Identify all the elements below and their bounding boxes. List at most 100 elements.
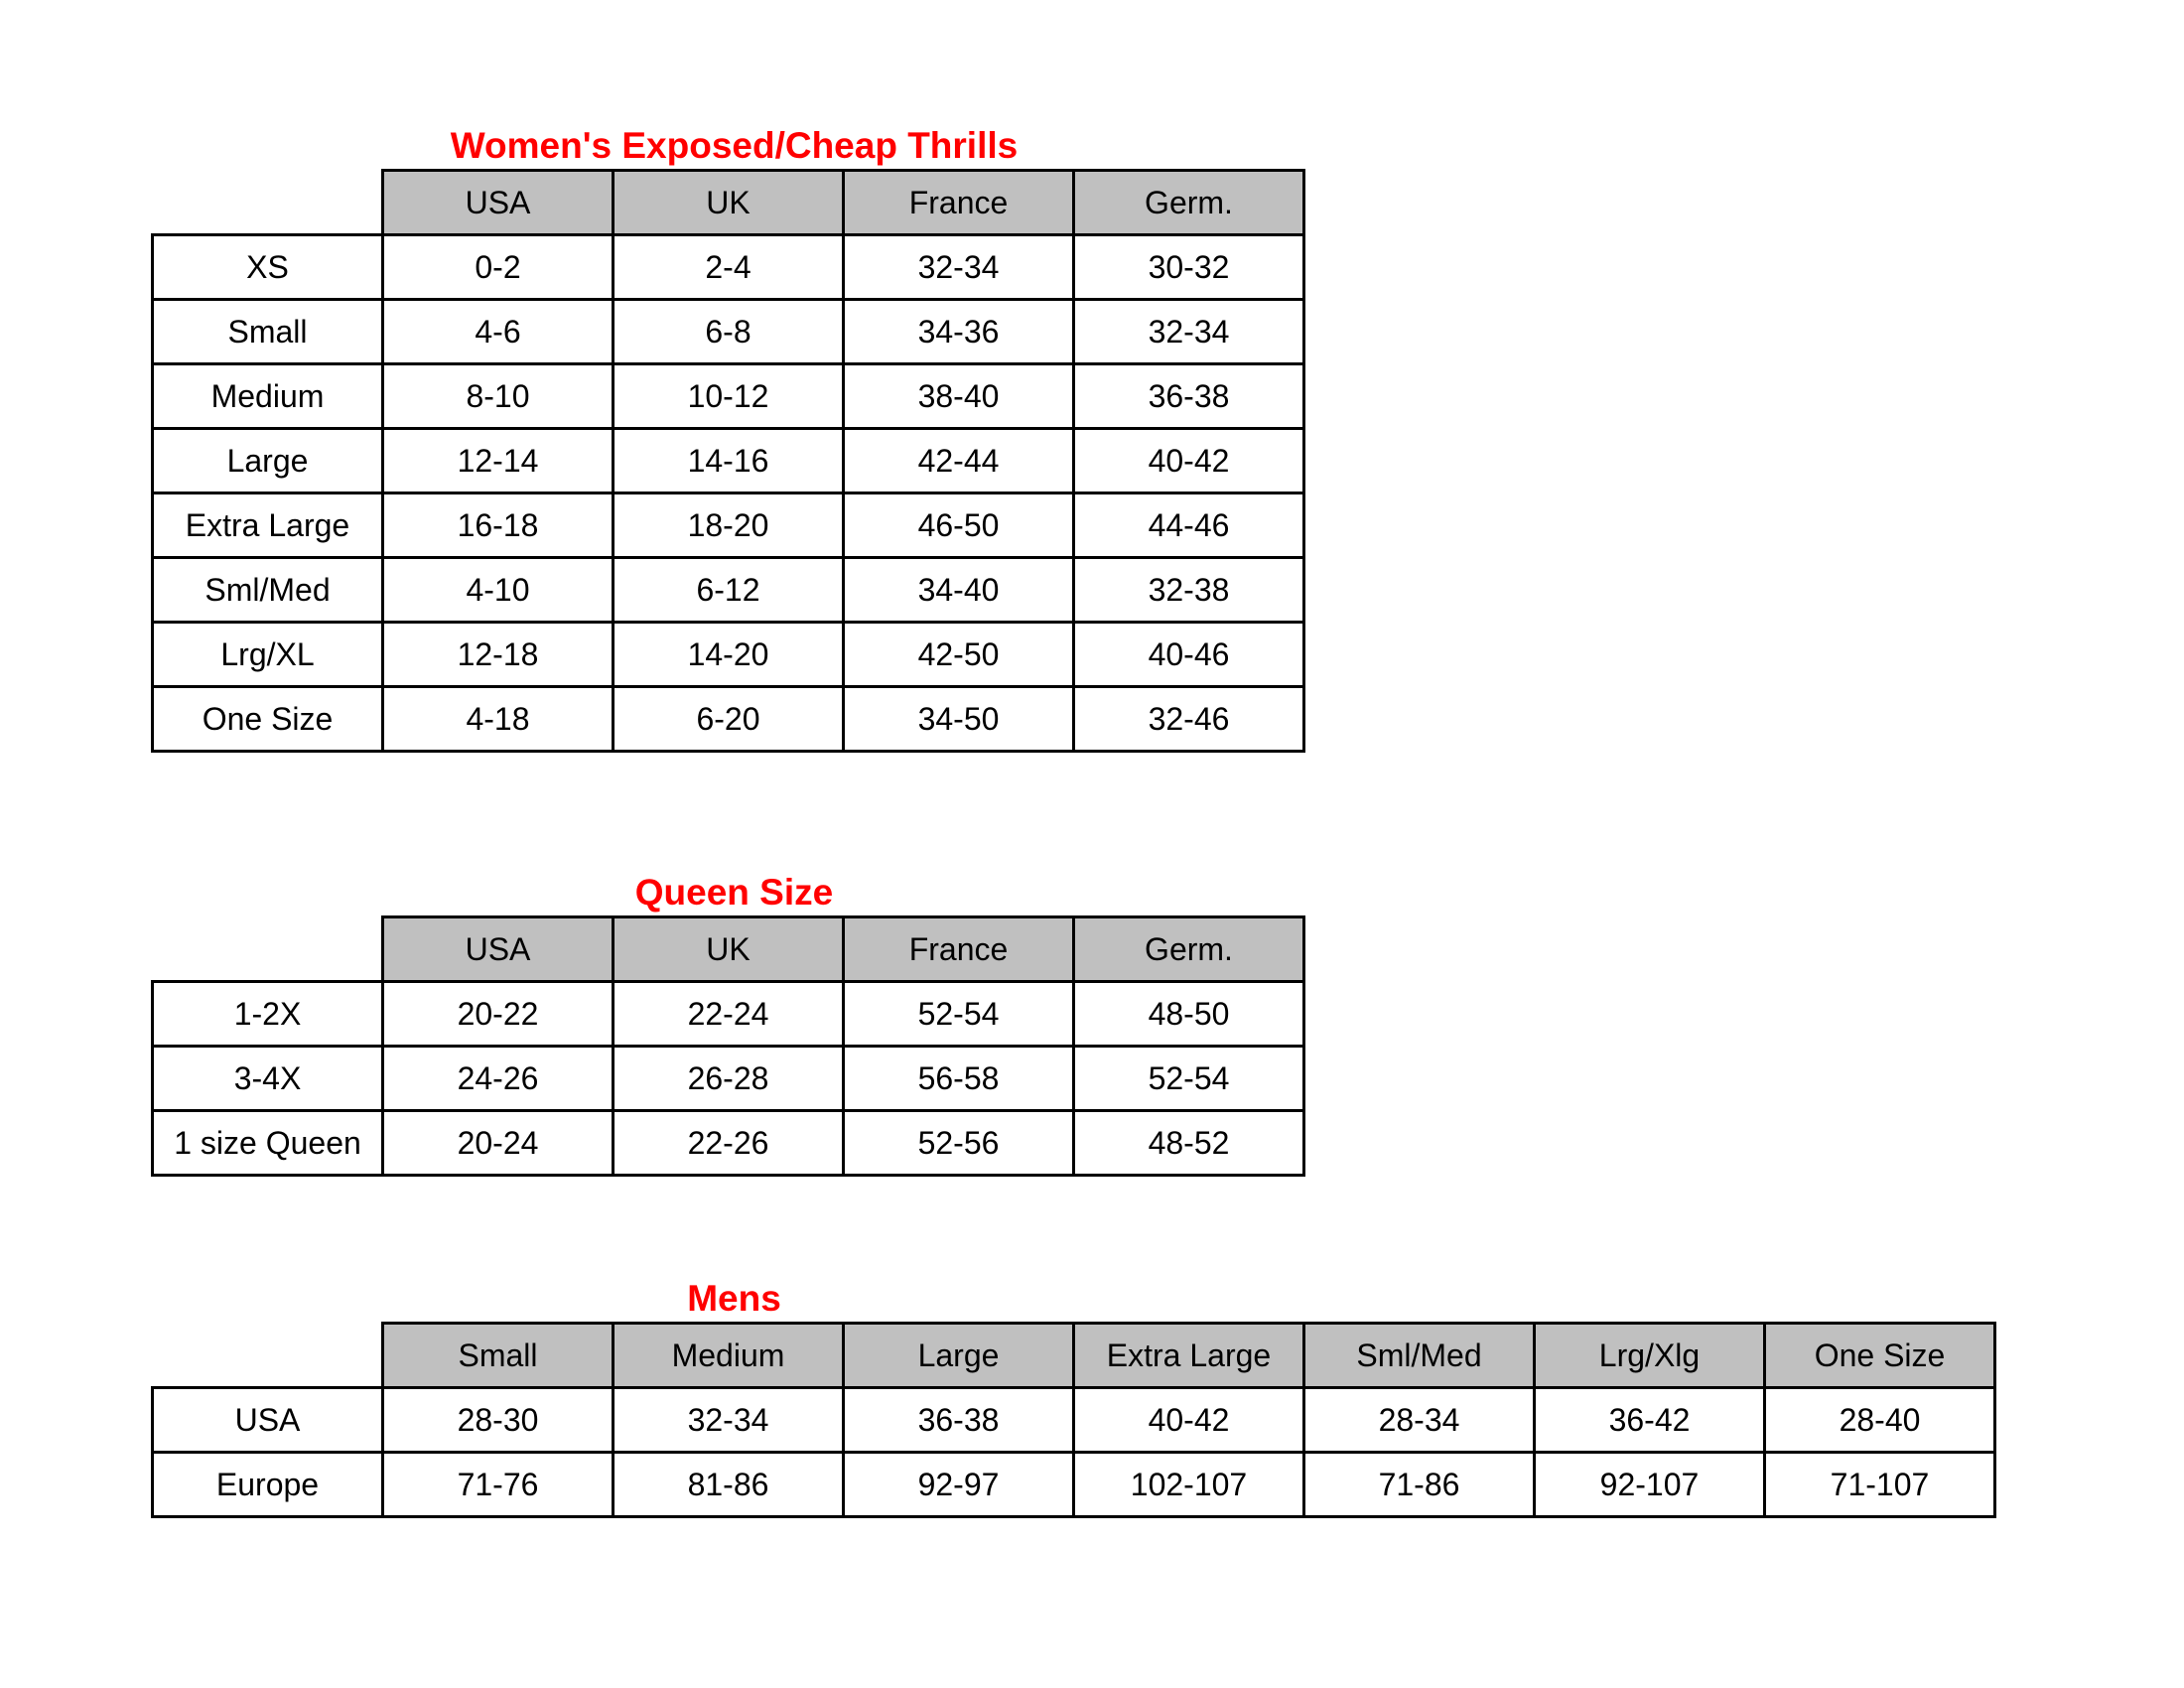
column-header: France xyxy=(842,169,1075,236)
mens-size-table: Small Medium Large Extra Large Sml/Med Lrg/Xl… xyxy=(151,1322,1996,1518)
row-label: USA xyxy=(151,1386,384,1454)
womens-size-table: USA UK France Germ. XS 0-2 2-4 32-34 30-32 Small 4… xyxy=(151,169,1305,753)
table-cell: 4-10 xyxy=(381,556,614,624)
table-cell: 6-20 xyxy=(612,685,845,753)
table-row: 1 size Queen 20-24 22-26 52-56 48-52 xyxy=(151,1109,1305,1177)
table-cell: 102-107 xyxy=(1072,1451,1305,1518)
table-cell: 81-86 xyxy=(612,1451,845,1518)
table-row: USA 28-30 32-34 36-38 40-42 28-34 36-42 28-40 xyxy=(151,1386,1996,1454)
table-row: XS 0-2 2-4 32-34 30-32 xyxy=(151,233,1305,301)
column-header: Germ. xyxy=(1072,915,1305,983)
queen-size-table: USA UK France Germ. 1-2X 20-22 22-24 52-54 48-50… xyxy=(151,915,1305,1177)
column-header: Extra Large xyxy=(1072,1322,1305,1389)
table-cell: 28-34 xyxy=(1302,1386,1536,1454)
table-cell: 32-46 xyxy=(1072,685,1305,753)
table-cell: 56-58 xyxy=(842,1045,1075,1112)
table-cell: 48-52 xyxy=(1072,1109,1305,1177)
column-header: France xyxy=(842,915,1075,983)
table-cell: 10-12 xyxy=(612,362,845,430)
table-cell: 34-36 xyxy=(842,298,1075,365)
table-cell: 24-26 xyxy=(381,1045,614,1112)
table-cell: 42-50 xyxy=(842,621,1075,688)
table-cell: 52-54 xyxy=(842,980,1075,1048)
corner-cell xyxy=(152,1323,383,1389)
row-label: Extra Large xyxy=(151,492,384,559)
header-row: Small Medium Large Extra Large Sml/Med Lrg/Xl… xyxy=(152,1322,1996,1389)
header-row: USA UK France Germ. xyxy=(152,169,1305,236)
table-cell: 8-10 xyxy=(381,362,614,430)
table-cell: 32-38 xyxy=(1072,556,1305,624)
table-cell: 32-34 xyxy=(1072,298,1305,365)
table-row: One Size 4-18 6-20 34-50 32-46 xyxy=(151,685,1305,753)
column-header: USA xyxy=(381,915,614,983)
row-label: 1 size Queen xyxy=(151,1109,384,1177)
header-row: USA UK France Germ. xyxy=(152,915,1305,983)
table-cell: 32-34 xyxy=(612,1386,845,1454)
table-cell: 46-50 xyxy=(842,492,1075,559)
corner-cell xyxy=(152,170,383,236)
row-label: Lrg/XL xyxy=(151,621,384,688)
table-row: Large 12-14 14-16 42-44 40-42 xyxy=(151,427,1305,494)
row-label: XS xyxy=(151,233,384,301)
row-label: One Size xyxy=(151,685,384,753)
queen-table-title: Queen Size xyxy=(634,872,834,913)
column-header: Germ. xyxy=(1072,169,1305,236)
table-cell: 40-42 xyxy=(1072,1386,1305,1454)
table-row: Lrg/XL 12-18 14-20 42-50 40-46 xyxy=(151,621,1305,688)
table-cell: 6-12 xyxy=(612,556,845,624)
table-cell: 42-44 xyxy=(842,427,1075,494)
table-row: Sml/Med 4-10 6-12 34-40 32-38 xyxy=(151,556,1305,624)
row-label: Sml/Med xyxy=(151,556,384,624)
row-label: Europe xyxy=(151,1451,384,1518)
table-cell: 36-38 xyxy=(1072,362,1305,430)
table-cell: 2-4 xyxy=(612,233,845,301)
table-row: Small 4-6 6-8 34-36 32-34 xyxy=(151,298,1305,365)
womens-table-title: Women's Exposed/Cheap Thrills xyxy=(450,125,1019,166)
column-header: One Size xyxy=(1763,1322,1996,1389)
column-header: UK xyxy=(612,169,845,236)
table-cell: 26-28 xyxy=(612,1045,845,1112)
table-cell: 92-107 xyxy=(1533,1451,1766,1518)
table-cell: 16-18 xyxy=(381,492,614,559)
column-header: Lrg/Xlg xyxy=(1533,1322,1766,1389)
table-cell: 38-40 xyxy=(842,362,1075,430)
column-header: Sml/Med xyxy=(1302,1322,1536,1389)
table-cell: 4-6 xyxy=(381,298,614,365)
table-row: Medium 8-10 10-12 38-40 36-38 xyxy=(151,362,1305,430)
table-cell: 4-18 xyxy=(381,685,614,753)
table-cell: 20-24 xyxy=(381,1109,614,1177)
table-row: Extra Large 16-18 18-20 46-50 44-46 xyxy=(151,492,1305,559)
mens-table-title: Mens xyxy=(687,1278,781,1319)
column-header: USA xyxy=(381,169,614,236)
table-cell: 48-50 xyxy=(1072,980,1305,1048)
table-row: 1-2X 20-22 22-24 52-54 48-50 xyxy=(151,980,1305,1048)
corner-cell xyxy=(152,916,383,983)
table-cell: 92-97 xyxy=(842,1451,1075,1518)
table-cell: 22-26 xyxy=(612,1109,845,1177)
table-row: Europe 71-76 81-86 92-97 102-107 71-86 92-107 7… xyxy=(151,1451,1996,1518)
table-cell: 71-76 xyxy=(381,1451,614,1518)
table-cell: 22-24 xyxy=(612,980,845,1048)
table-cell: 52-56 xyxy=(842,1109,1075,1177)
column-header: Medium xyxy=(612,1322,845,1389)
row-label: Small xyxy=(151,298,384,365)
column-header: Small xyxy=(381,1322,614,1389)
column-header: UK xyxy=(612,915,845,983)
table-cell: 20-22 xyxy=(381,980,614,1048)
table-cell: 28-30 xyxy=(381,1386,614,1454)
table-cell: 40-42 xyxy=(1072,427,1305,494)
table-cell: 12-14 xyxy=(381,427,614,494)
table-cell: 52-54 xyxy=(1072,1045,1305,1112)
table-cell: 18-20 xyxy=(612,492,845,559)
table-cell: 0-2 xyxy=(381,233,614,301)
row-label: 3-4X xyxy=(151,1045,384,1112)
table-cell: 6-8 xyxy=(612,298,845,365)
table-cell: 71-86 xyxy=(1302,1451,1536,1518)
row-label: Large xyxy=(151,427,384,494)
table-cell: 12-18 xyxy=(381,621,614,688)
row-label: 1-2X xyxy=(151,980,384,1048)
table-cell: 14-16 xyxy=(612,427,845,494)
table-cell: 34-50 xyxy=(842,685,1075,753)
table-cell: 40-46 xyxy=(1072,621,1305,688)
table-cell: 71-107 xyxy=(1763,1451,1996,1518)
